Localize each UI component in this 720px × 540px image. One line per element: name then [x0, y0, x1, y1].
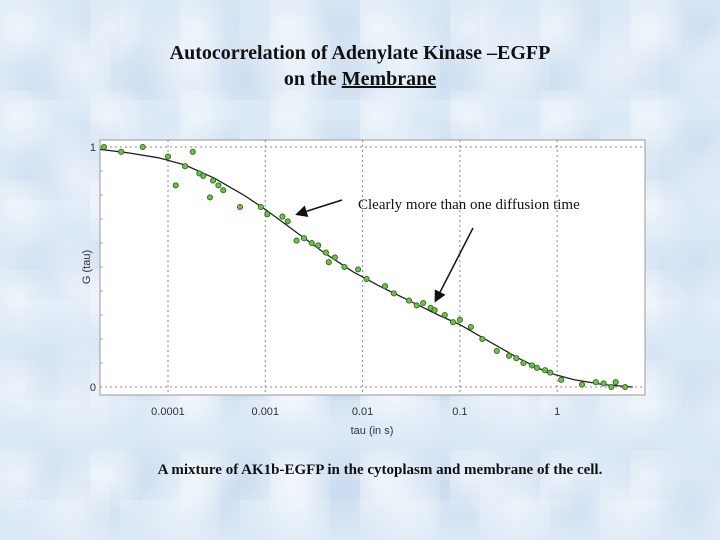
y-tick-label-1: 0 [90, 382, 96, 394]
data-point-51 [600, 380, 607, 387]
annotation-arrow-left [295, 199, 343, 217]
x-tick-label-0: 0.0001 [151, 406, 185, 418]
data-point-9 [206, 194, 214, 201]
data-point-50 [592, 379, 599, 386]
data-point-30 [405, 297, 413, 304]
x-tick-label-4: 1 [554, 406, 560, 418]
data-point-44 [528, 362, 535, 369]
data-point-18 [293, 237, 300, 244]
data-point-48 [558, 376, 565, 383]
data-point-43 [520, 359, 527, 367]
data-point-41 [505, 352, 513, 359]
title-line-2-prefix: on the [283, 68, 342, 90]
y-tick-label-0: 1 [90, 142, 96, 154]
annotation-text: Clearly more than one diffusion time [358, 197, 580, 213]
data-point-16 [279, 213, 286, 220]
data-point-21 [315, 242, 322, 249]
data-point-49 [578, 381, 586, 388]
data-point-1 [118, 148, 125, 155]
data-point-5 [182, 163, 189, 170]
data-point-53 [612, 379, 619, 386]
points-layer [100, 143, 629, 391]
data-point-22 [322, 249, 329, 256]
data-point-4 [172, 182, 179, 189]
title-underlined-word: Membrane [341, 68, 437, 90]
data-point-37 [456, 316, 463, 323]
y-axis-label: G (tau) [81, 250, 93, 284]
data-point-39 [479, 335, 486, 343]
data-point-52 [608, 383, 615, 391]
title-line-2: on the Membrane [0, 66, 720, 92]
data-point-0 [100, 143, 108, 151]
x-tick-label-3: 0.1 [452, 406, 467, 418]
data-point-47 [547, 369, 554, 376]
data-point-54 [622, 383, 629, 391]
data-point-15 [264, 211, 271, 218]
data-point-2 [139, 143, 146, 151]
data-point-17 [284, 218, 291, 225]
data-point-29 [390, 290, 397, 297]
data-point-32 [420, 299, 427, 307]
data-point-20 [308, 239, 315, 247]
data-point-12 [220, 187, 227, 194]
x-tick-label-1: 0.001 [252, 406, 280, 418]
plot-area [99, 139, 646, 396]
data-point-27 [363, 275, 370, 283]
data-point-34 [431, 307, 438, 314]
data-point-10 [209, 177, 217, 184]
data-point-46 [541, 367, 549, 374]
data-point-40 [493, 347, 500, 355]
data-point-23 [325, 259, 332, 266]
data-point-25 [341, 263, 348, 271]
data-point-11 [215, 182, 222, 189]
data-point-42 [513, 355, 520, 362]
grid-layer [100, 140, 645, 395]
data-point-36 [449, 319, 457, 326]
x-axis-label: tau (in s) [351, 425, 394, 437]
data-point-31 [413, 302, 420, 309]
x-tick-label-2: 0.01 [352, 406, 373, 418]
data-point-28 [381, 283, 389, 290]
data-point-8 [200, 172, 207, 179]
annotation-arrow-down [434, 227, 474, 303]
data-point-6 [189, 148, 196, 155]
data-point-45 [533, 364, 540, 371]
slide-title: Autocorrelation of Adenylate Kinase –EGF… [0, 40, 720, 92]
data-point-19 [300, 235, 308, 242]
data-point-26 [355, 266, 362, 273]
data-point-38 [467, 323, 474, 331]
data-point-35 [441, 311, 448, 319]
title-line-1: Autocorrelation of Adenylate Kinase –EGF… [169, 42, 551, 64]
slide-caption: A mixture of AK1b-EGFP in the cytoplasm … [157, 462, 603, 478]
data-point-14 [257, 203, 264, 211]
data-point-24 [331, 254, 338, 261]
tick-layer: 0.0001 0.001 0.01 0.1 1 1 0 [90, 142, 560, 418]
data-point-3 [164, 153, 172, 160]
data-point-13 [236, 203, 244, 211]
